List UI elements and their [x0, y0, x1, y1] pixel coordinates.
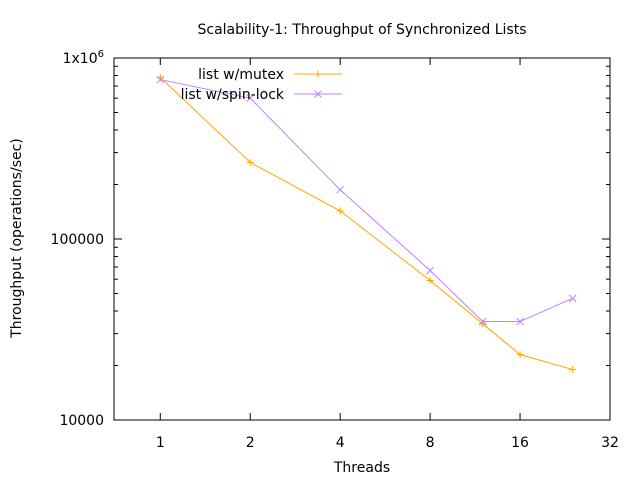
data-point-plus	[516, 351, 524, 359]
data-point-cross	[516, 317, 524, 326]
data-point-cross	[314, 90, 322, 98]
y-axis-label: Throughput (operations/sec)	[9, 138, 25, 339]
y-axis: 10000 100000 1x106	[51, 49, 610, 429]
data-point-cross	[478, 317, 487, 326]
x-axis-label: Threads	[333, 460, 390, 476]
y-tick-label-base: 1x10	[63, 51, 98, 67]
series-layer	[156, 74, 577, 374]
x-tick-label: 2	[246, 435, 255, 451]
x-tick-label: 8	[426, 435, 435, 451]
x-axis: 1 2 4 8 16 32	[156, 58, 619, 451]
series-line	[160, 79, 573, 323]
legend-label: list w/mutex	[198, 67, 284, 83]
y-tick-label-base: 100000	[51, 232, 104, 248]
y-tick-label: 10000	[59, 413, 104, 429]
y-tick-label-base: 10000	[59, 413, 104, 429]
data-point-cross	[568, 294, 577, 303]
x-tick-label: 4	[336, 435, 345, 451]
series-line	[159, 77, 573, 371]
data-point-plus	[336, 207, 344, 215]
y-tick-label: 100000	[51, 232, 104, 248]
series-1	[156, 75, 577, 326]
x-tick-label: 32	[601, 435, 619, 451]
data-point-plus	[314, 70, 322, 78]
data-point-cross	[246, 94, 255, 103]
y-tick-label-exponent: 6	[98, 49, 104, 60]
y-tick-label: 1x106	[63, 49, 104, 67]
plot-area	[113, 57, 611, 421]
data-point-plus	[569, 366, 577, 374]
data-point-cross	[426, 266, 434, 275]
chart-title: Scalability-1: Throughput of Synchronize…	[197, 22, 526, 38]
x-tick-label: 1	[156, 435, 165, 451]
data-point-cross	[336, 185, 345, 194]
legend-label: list w/spin-lock	[181, 87, 285, 103]
plot-border	[113, 57, 611, 421]
data-point-cross	[156, 75, 165, 84]
data-point-plus	[246, 158, 254, 166]
data-point-plus	[426, 276, 434, 284]
series-0	[156, 74, 577, 374]
x-tick-label: 16	[511, 435, 529, 451]
legend: list w/mutex list w/spin-lock	[181, 67, 342, 103]
